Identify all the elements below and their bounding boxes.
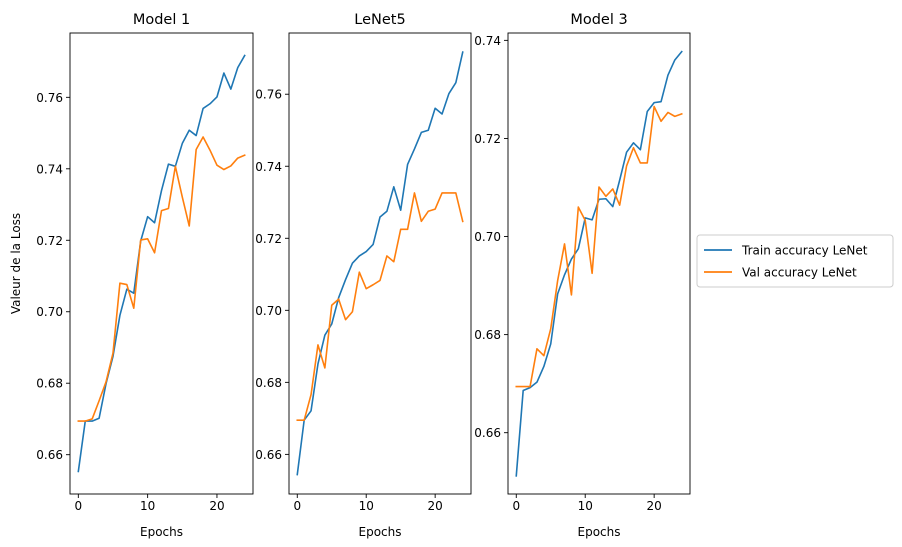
- y-tick-label: 0.72: [36, 234, 63, 248]
- y-tick-label: 0.74: [255, 160, 282, 174]
- series-line-train: [515, 50, 683, 477]
- x-tick-label: 10: [578, 499, 593, 513]
- chart-title: LeNet5: [354, 12, 405, 28]
- series-line-val: [515, 105, 683, 388]
- y-tick-label: 0.70: [255, 304, 282, 318]
- y-tick-label: 0.66: [255, 448, 282, 462]
- subplot-2: 0 10 20 0.66 0.68 0.70 0.72 0.74 0.76 LeNet5 Epoch…: [255, 12, 472, 539]
- chart-title: Model 3: [570, 12, 627, 28]
- y-tick-label: 0.66: [36, 448, 63, 462]
- subplot-3: 0 10 20 0.66 0.68 0.70 0.72 0.74 Model 3 Epochs: [474, 12, 691, 539]
- y-tick-label: 0.76: [36, 91, 63, 105]
- x-axis-label: Epochs: [359, 525, 402, 539]
- y-tick-label: 0.70: [36, 305, 63, 319]
- x-tick-label: 20: [647, 499, 662, 513]
- y-tick-label: 0.72: [255, 232, 282, 246]
- legend: Train accuracy LeNet Val accuracy LeNet: [696, 234, 894, 288]
- y-axis-label: Valeur de la Loss: [9, 213, 23, 314]
- x-tick-label: 0: [512, 499, 520, 513]
- y-tick-label: 0.66: [474, 426, 501, 440]
- x-tick-label: 10: [359, 499, 374, 513]
- axes-frame: [69, 32, 254, 495]
- x-tick-label: 10: [140, 499, 155, 513]
- series-line-val: [77, 136, 246, 422]
- y-tick-label: 0.76: [255, 88, 282, 102]
- y-tick-label: 0.72: [474, 132, 501, 146]
- y-tick-label: 0.68: [474, 328, 501, 342]
- axes-frame: [507, 32, 691, 495]
- x-tick-label: 0: [293, 499, 301, 513]
- x-axis-label: Epochs: [140, 525, 183, 539]
- y-tick-label: 0.74: [36, 162, 63, 176]
- y-tick-label: 0.74: [474, 34, 501, 48]
- legend-entry-label: Train accuracy LeNet: [741, 244, 868, 258]
- x-tick-label: 20: [428, 499, 443, 513]
- legend-box: [696, 234, 894, 288]
- x-tick-label: 20: [209, 499, 224, 513]
- series-line-val: [296, 192, 464, 421]
- x-tick-label: 0: [74, 499, 82, 513]
- legend-entry-label: Val accuracy LeNet: [742, 266, 857, 280]
- series-line-train: [296, 51, 464, 476]
- y-tick-label: 0.68: [255, 376, 282, 390]
- axes-frame: [288, 32, 472, 495]
- x-axis-label: Epochs: [578, 525, 621, 539]
- y-tick-label: 0.70: [474, 230, 501, 244]
- subplot-1: 0 10 20 0.66 0.68 0.70 0.72 0.74 0.76 Model 1 Epoc…: [9, 12, 254, 539]
- chart-title: Model 1: [133, 12, 190, 28]
- charts: 0 10 20 0.66 0.68 0.70 0.72 0.74 0.76 Model 1 Epoc…: [9, 12, 691, 539]
- y-tick-label: 0.68: [36, 377, 63, 391]
